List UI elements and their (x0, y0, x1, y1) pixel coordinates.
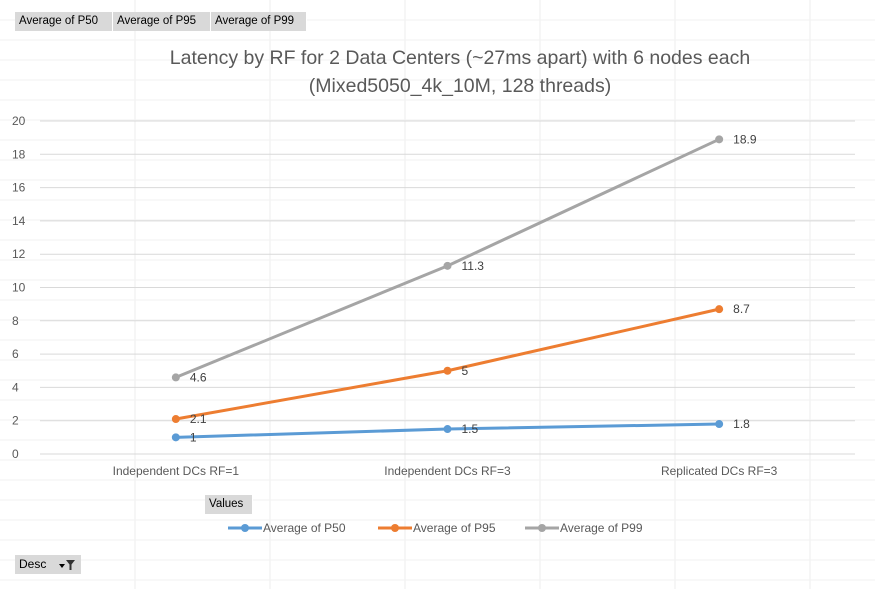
data-label: 8.7 (733, 302, 750, 316)
y-tick-label: 20 (12, 114, 26, 128)
data-label: 18.9 (733, 132, 757, 146)
filter-button-desc[interactable]: Desc (15, 555, 81, 574)
filter-funnel-icon (58, 558, 76, 577)
data-label: 1.5 (462, 422, 479, 436)
data-point (171, 415, 180, 424)
data-label: 2.1 (190, 412, 207, 426)
y-tick-label: 14 (12, 214, 26, 228)
series-line-1 (175, 307, 720, 421)
data-point (443, 261, 452, 270)
x-tick-label: Independent DCs RF=1 (113, 464, 240, 478)
y-tick-label: 16 (12, 181, 26, 195)
field-button-average-p95[interactable]: Average of P95 (113, 12, 211, 31)
data-label: 11.3 (462, 259, 485, 273)
y-tick-label: 0 (12, 447, 19, 461)
legend-swatch-marker (241, 524, 249, 532)
y-tick-label: 10 (12, 281, 26, 295)
data-point (171, 373, 180, 382)
data-point (443, 425, 452, 434)
y-tick-label: 2 (12, 414, 19, 428)
series-line-2 (175, 137, 720, 379)
legend-swatch-marker (538, 524, 546, 532)
data-point (171, 433, 180, 442)
y-tick-label: 12 (12, 247, 26, 261)
legend-label: Average of P95 (413, 521, 496, 535)
legend-label: Average of P50 (263, 521, 346, 535)
y-tick-label: 6 (12, 347, 19, 361)
chart-title-line-2: (Mixed5050_4k_10M, 128 threads) (308, 75, 612, 97)
x-tick-label: Replicated DCs RF=3 (661, 464, 778, 478)
data-point (715, 305, 724, 314)
axis-field-button-values[interactable]: Values (205, 495, 253, 514)
data-point (715, 420, 724, 429)
data-point (715, 135, 724, 144)
chart-title-line-1: Latency by RF for 2 Data Centers (~27ms … (169, 47, 751, 69)
legend-swatch-marker (391, 524, 399, 532)
data-label: 1 (190, 430, 197, 444)
y-tick-label: 18 (12, 147, 26, 161)
x-tick-label: Independent DCs RF=3 (384, 464, 511, 478)
data-label: 1.8 (733, 417, 750, 431)
chart-title: Latency by RF for 2 Data Centers (~27ms … (140, 44, 780, 100)
y-tick-label: 4 (12, 380, 19, 394)
data-label: 4.6 (190, 370, 207, 384)
field-button-average-p99[interactable]: Average of P99 (211, 12, 307, 31)
dropdown-arrow-icon (59, 564, 65, 568)
legend-label: Average of P99 (560, 521, 643, 535)
data-point (443, 366, 452, 375)
filter-button-label: Desc (19, 557, 47, 571)
field-button-average-p50[interactable]: Average of P50 (15, 12, 113, 31)
y-tick-label: 8 (12, 314, 19, 328)
data-label: 5 (462, 364, 469, 378)
